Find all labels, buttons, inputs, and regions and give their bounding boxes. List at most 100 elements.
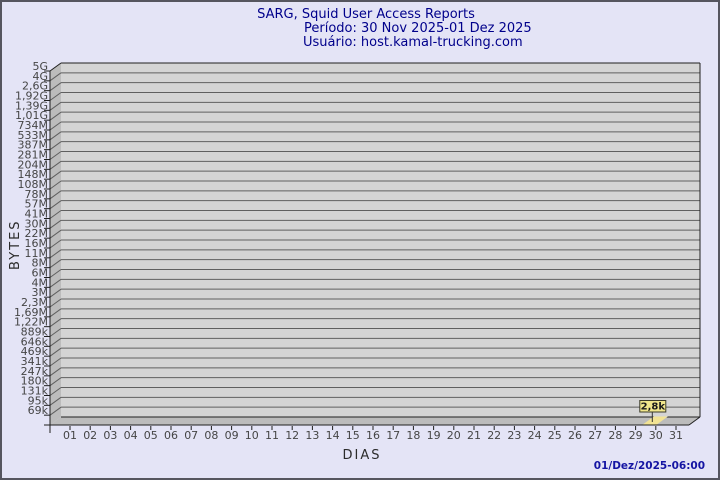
gridline-wall [49, 367, 62, 377]
gridline-wall [49, 288, 62, 298]
gridline-wall [49, 62, 62, 72]
x-tick-label: 07 [184, 429, 198, 442]
x-tick-label: 30 [649, 429, 663, 442]
y-tick-label: 247k [21, 365, 49, 378]
gridline-wall [49, 180, 62, 190]
bar-value-label-box [639, 400, 667, 413]
gridline-wall [49, 190, 62, 200]
gridline-wall [49, 210, 62, 219]
y-tick-label: 6M [32, 267, 49, 280]
gridline-wall [49, 131, 62, 141]
x-tick-label: 05 [144, 429, 158, 442]
y-tick-label: 533M [18, 129, 49, 142]
gridline-wall [49, 278, 62, 288]
y-tick-label: 1,01G [15, 109, 48, 122]
x-tick-label: 11 [265, 429, 279, 442]
x-tick-label: 27 [588, 429, 602, 442]
y-tick-label: 5G [32, 60, 48, 73]
x-tick-label: 01 [63, 429, 77, 442]
gridline-wall [49, 121, 62, 131]
y-tick-label: 131k [21, 385, 49, 398]
y-tick-label: 1,22M [14, 316, 48, 329]
gridline-wall [49, 249, 62, 259]
x-tick-label: 29 [629, 429, 643, 442]
y-tick-label: 16M [25, 237, 49, 250]
y-tick-label: 4G [32, 70, 48, 83]
y-tick-label: 387M [18, 139, 49, 152]
x-tick-label: 23 [507, 429, 521, 442]
gridline-wall [49, 318, 62, 328]
gridline-wall [49, 101, 62, 111]
gridline-wall [49, 308, 62, 318]
gridline-wall [49, 92, 62, 101]
gridline-wall [49, 298, 62, 308]
gridline-wall [49, 72, 62, 82]
x-tick-label: 09 [225, 429, 239, 442]
gridline-wall [49, 141, 62, 151]
x-tick-label: 10 [245, 429, 259, 442]
gridline-wall [49, 377, 62, 387]
x-tick-label: 24 [528, 429, 542, 442]
chart-title: SARG, Squid User Access Reports [257, 7, 475, 22]
report-timestamp: 01/Dez/2025-06:00 [593, 460, 705, 472]
gridline-wall [49, 170, 62, 180]
y-tick-label: 148M [18, 168, 49, 181]
gridline-wall [49, 396, 62, 406]
gridline-wall [49, 111, 62, 121]
x-tick-label: 31 [669, 429, 683, 442]
gridline-wall [49, 200, 62, 210]
y-tick-label: 1,69M [14, 306, 48, 319]
y-tick-label: 4M [32, 276, 49, 289]
y-tick-label: 180k [21, 375, 49, 388]
x-tick-label: 17 [386, 429, 400, 442]
x-tick-label: 08 [204, 429, 218, 442]
x-tick-label: 15 [346, 429, 360, 442]
y-tick-label: 734M [18, 119, 49, 132]
y-tick-label: 2,3M [21, 296, 48, 309]
y-tick-label: 11M [25, 247, 49, 260]
gridline-wall [49, 406, 62, 416]
bar-value-label: 2,8k [641, 402, 666, 413]
x-tick-label: 02 [83, 429, 97, 442]
y-tick-label: 889k [21, 326, 49, 339]
y-tick-label: 1,92G [15, 90, 48, 103]
y-tick-label: 469k [21, 345, 49, 358]
chart-period: Período: 30 Nov 2025-01 Dez 2025 [304, 21, 532, 36]
y-tick-label: 41M [25, 208, 49, 221]
x-tick-label: 18 [406, 429, 420, 442]
gridline-wall [49, 160, 62, 170]
gridline-wall [49, 269, 62, 278]
chart-user: Usuário: host.kamal-trucking.com [303, 35, 523, 50]
y-tick-label: 95k [28, 394, 49, 407]
y-tick-label: 30M [25, 217, 49, 230]
y-axis-title: BYTES [8, 219, 23, 270]
bar-day-30 [642, 416, 668, 425]
x-tick-label: 19 [427, 429, 441, 442]
gridline-wall [49, 357, 62, 367]
gridline-wall [49, 347, 62, 357]
y-tick-label: 3M [32, 286, 49, 299]
y-tick-label: 341k [21, 355, 49, 368]
y-tick-label: 281M [18, 149, 49, 162]
x-tick-label: 06 [164, 429, 178, 442]
x-tick-label: 03 [103, 429, 117, 442]
y-tick-label: 1,39G [15, 99, 48, 112]
gridline-wall [49, 337, 62, 347]
plot-floor [50, 417, 700, 425]
y-tick-label: 646k [21, 335, 49, 348]
x-tick-label: 13 [305, 429, 319, 442]
gridline-wall [49, 239, 62, 249]
floor-right-edge [688, 416, 701, 426]
gridline-wall [49, 328, 62, 337]
x-tick-label: 28 [608, 429, 622, 442]
x-tick-label: 25 [548, 429, 562, 442]
gridline-wall [49, 229, 62, 239]
gridline-wall [49, 387, 62, 396]
y-tick-label: 8M [32, 257, 49, 270]
y-tick-label: 204M [18, 158, 49, 171]
y-tick-label: 78M [25, 188, 49, 201]
x-axis-title: DIAS [342, 448, 382, 463]
y-tick-label: 2,6G [22, 80, 48, 93]
